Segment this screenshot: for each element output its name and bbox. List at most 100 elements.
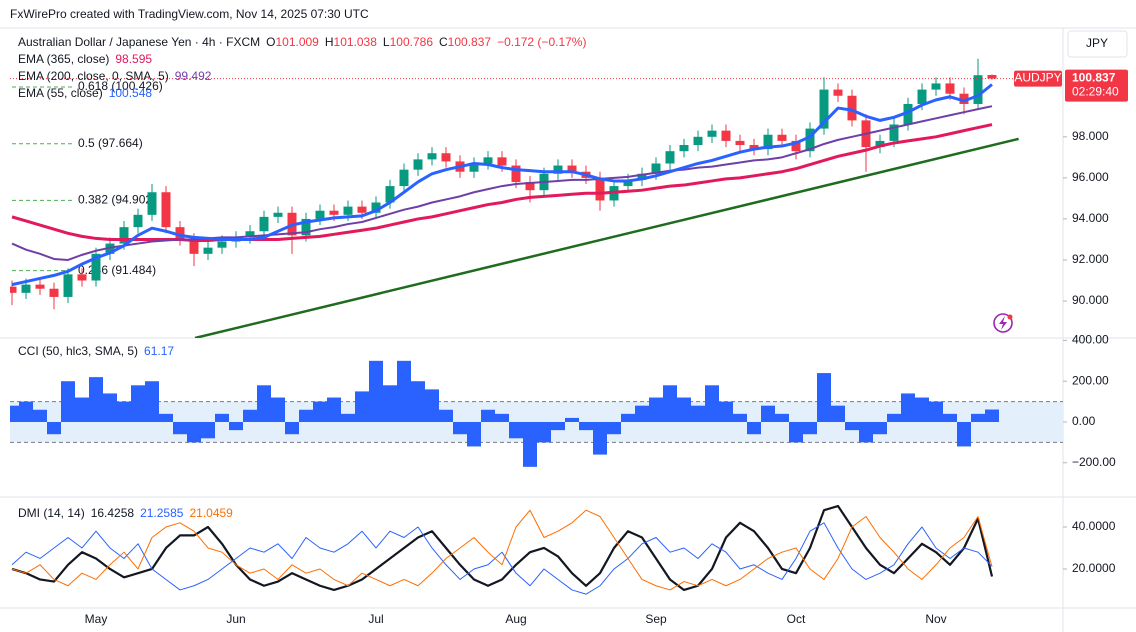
candle-body	[77, 274, 87, 281]
legend-item: FxWirePro created with TradingView.com, …	[10, 7, 369, 21]
cci-bar	[957, 421, 971, 447]
legend-item: EMA (365, close)	[18, 52, 109, 66]
candle-body	[749, 145, 759, 150]
y-tick-label: 200.00	[1072, 373, 1109, 387]
candle-body	[49, 288, 59, 297]
cci-bar	[733, 413, 747, 422]
fib-label: 0.618 (100.426)	[78, 79, 163, 93]
legend-item: EMA (200, close, 0, SMA, 5)	[18, 69, 169, 83]
candle-body	[511, 165, 521, 182]
cci-bar	[873, 421, 887, 435]
ema-line	[11, 105, 993, 261]
candle-body	[427, 153, 437, 160]
cci-bar	[355, 391, 369, 422]
cci-bar	[159, 413, 173, 422]
candle-body	[343, 206, 353, 215]
cci-bar	[299, 409, 313, 422]
legend-item: 101.009	[275, 35, 319, 49]
cci-bar	[61, 381, 75, 422]
candle-body	[21, 284, 31, 293]
cci-bar	[579, 421, 593, 431]
pane: 0.618 (100.426) 0.5 (97.664) 0.382 (94.902…	[10, 58, 1019, 338]
cci-bar	[271, 397, 285, 422]
cci-bar	[439, 409, 453, 422]
y-tick-label: 0.00	[1072, 414, 1096, 428]
icon-ring	[993, 313, 1013, 333]
cci-bar	[845, 421, 859, 431]
y-tick-label: 92.000	[1072, 252, 1109, 266]
cci-bar	[971, 413, 985, 422]
cci-bar	[383, 385, 397, 422]
cci-bar	[131, 385, 145, 422]
fib-label: 0.236 (91.484)	[78, 263, 156, 277]
y-tick-label: 40.0000	[1072, 519, 1116, 533]
cci-bar	[985, 409, 999, 422]
legend-item: C	[439, 35, 448, 49]
alert-icon[interactable]	[993, 313, 1013, 333]
candle-body	[273, 212, 283, 217]
cci-bar	[397, 360, 411, 422]
candle-body	[791, 140, 801, 152]
legend-item: 61.17	[144, 344, 174, 358]
legend-item: −0.172 (−0.17%)	[497, 35, 586, 49]
y-tick-label: 94.000	[1072, 211, 1109, 225]
candle-body	[623, 179, 633, 187]
candle-body	[959, 93, 969, 104]
y-tick-label: 20.0000	[1072, 561, 1116, 575]
cci-bar	[929, 401, 943, 422]
cci-bar	[607, 421, 621, 435]
dmi-line	[11, 509, 993, 591]
cci-bar	[705, 385, 719, 422]
price-label-bg	[1065, 69, 1128, 102]
cci-bar	[411, 381, 425, 422]
cci-bar	[47, 421, 61, 435]
legend-item: 99.492	[175, 69, 212, 83]
cci-bar	[33, 409, 47, 422]
x-tick-label: Nov	[925, 612, 946, 626]
candle-body	[819, 89, 829, 129]
symbol-label: AUDJPY	[1014, 71, 1061, 85]
icon-bolt	[999, 316, 1007, 330]
cci-bar	[719, 401, 733, 422]
x-tick-label: Aug	[505, 612, 526, 626]
legend-item: 100.786	[390, 35, 434, 49]
cci-bar	[915, 397, 929, 422]
candle-body	[133, 214, 143, 228]
candle-body	[595, 177, 605, 201]
candle-body	[973, 75, 983, 104]
legend-item: 100.548	[109, 86, 153, 100]
trendline	[194, 137, 1019, 338]
candle-body	[399, 169, 409, 187]
symbol-label-bg	[1014, 70, 1062, 87]
fib-label: 0.5 (97.664)	[78, 136, 143, 150]
cci-bar	[789, 421, 803, 443]
currency-button[interactable]	[1067, 30, 1128, 58]
legend-item: 21.2585	[140, 506, 184, 520]
candle-body	[903, 103, 913, 125]
cci-bar	[551, 421, 565, 431]
cci-bar	[481, 409, 495, 422]
cci-bar	[593, 421, 607, 455]
candle-body	[63, 274, 73, 297]
cci-bar	[10, 405, 19, 422]
cci-bar	[285, 421, 299, 435]
x-tick-label: Sep	[645, 612, 667, 626]
candle-body	[483, 157, 493, 164]
candle-body	[889, 124, 899, 141]
cci-bar	[831, 405, 845, 422]
legend-row: FxWirePro created with TradingView.com, …	[10, 7, 369, 21]
candle-body	[259, 216, 269, 232]
y-tick-label: 96.000	[1072, 170, 1109, 184]
legend-item: Australian Dollar / Japanese Yen · 4h · …	[18, 35, 260, 49]
candle-body	[721, 130, 731, 141]
legend-row: EMA (365, close) 98.595	[18, 52, 152, 66]
cci-bar	[229, 421, 243, 431]
legend-item: CCI (50, hlc3, SMA, 5)	[18, 344, 138, 358]
cci-bar	[887, 413, 901, 422]
cci-bar	[537, 421, 551, 443]
legend-row: Australian Dollar / Japanese Yen · 4h · …	[18, 35, 586, 49]
cci-bar	[173, 421, 187, 435]
legend-item: EMA (55, close)	[18, 86, 103, 100]
cci-bar	[201, 421, 215, 439]
